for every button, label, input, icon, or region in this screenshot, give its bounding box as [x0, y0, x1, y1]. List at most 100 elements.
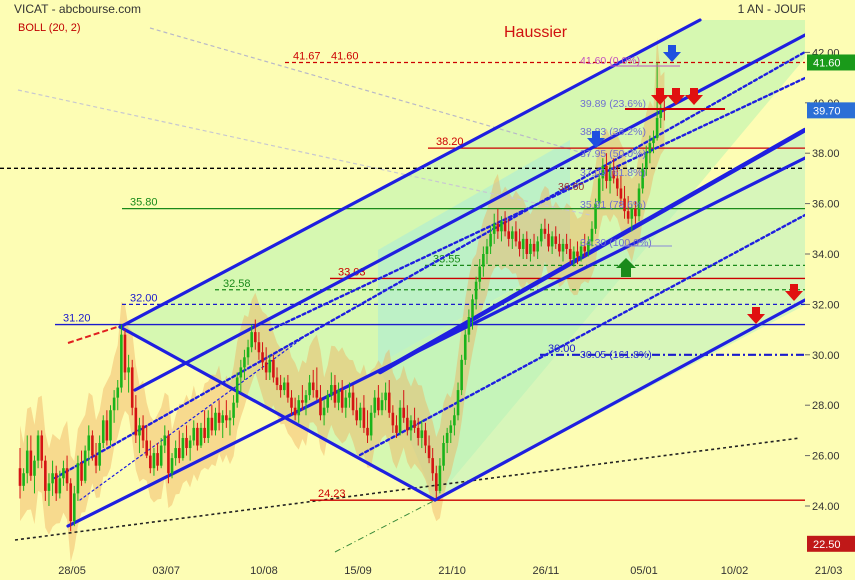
candle-body: [120, 334, 123, 388]
dotted-middle-line: [268, 76, 807, 332]
fibonacci-label: 37.09 (61.8%): [580, 167, 646, 179]
candle-body: [431, 458, 434, 474]
candle-body: [18, 468, 22, 486]
level-label: 35.80: [130, 197, 158, 209]
candle-body: [387, 392, 391, 413]
candle-body: [58, 478, 62, 494]
x-axis: 28/05 03/07 10/08 15/09 21/10 26/11 05/01 10/02…: [58, 565, 842, 577]
candle-body: [141, 425, 145, 441]
fibonacci-label: 34.30 (100.0%): [580, 237, 652, 249]
level-label: 41.67: [293, 50, 321, 62]
price-badge-label: 22.50: [813, 539, 841, 551]
candle-body: [558, 243, 561, 252]
candle-body: [109, 410, 112, 441]
candle-body: [463, 334, 467, 360]
candle-body: [616, 178, 619, 189]
level-label: 33.03: [338, 266, 366, 278]
candle-body: [377, 397, 380, 411]
chart-source-title: VICAT - abcbourse.com: [14, 2, 141, 16]
y-axis: 42.0040.0038.0036.0034.0032.0030.0028.00…: [805, 0, 855, 580]
candle-body: [268, 359, 272, 373]
price-badge-label: 39.70: [813, 105, 841, 117]
level-label: 33.55: [433, 253, 461, 265]
candle-body: [301, 400, 304, 403]
chart-period: 1 AN - JOUR: [737, 2, 807, 16]
candle-body: [177, 448, 181, 459]
candle-body: [196, 427, 199, 446]
candle-body: [105, 420, 109, 441]
candle-body: [369, 412, 373, 436]
candle-body: [25, 450, 29, 474]
candle-body: [322, 407, 326, 416]
red-down-arrow-icon: [785, 284, 803, 301]
y-tick-label: 30.00: [812, 350, 840, 362]
y-tick-label: 26.00: [812, 451, 840, 463]
candle-body: [116, 387, 120, 398]
candle-body: [51, 473, 54, 484]
guide-lines: [14, 27, 801, 553]
candle-body: [427, 445, 431, 459]
candle-body: [547, 233, 550, 247]
candle-body: [634, 208, 637, 217]
y-tick-label: 32.00: [812, 299, 840, 311]
candle-body: [652, 138, 655, 144]
signal-arrows: [587, 45, 803, 324]
candle-body: [442, 443, 445, 466]
candle-body: [438, 465, 442, 491]
candle-body: [496, 223, 500, 232]
candle-body: [413, 420, 416, 428]
channel-fills: [120, 20, 810, 500]
candle-body: [340, 390, 344, 408]
candle-body: [210, 417, 214, 431]
candle-body: [29, 450, 33, 476]
horizontal-levels: 41.67 41.60 38.20 35.80 33.55 33.03 32.58 32.00…: [0, 50, 805, 501]
red-down-arrow-icon: [651, 88, 669, 105]
candle-body: [308, 382, 311, 396]
candle-body: [539, 228, 543, 242]
candle-body: [73, 493, 76, 522]
candle-body: [482, 254, 485, 267]
candle-body: [62, 468, 65, 479]
candle-body: [214, 412, 217, 431]
candle-body: [406, 417, 409, 431]
candle-body: [94, 455, 98, 466]
candle-body: [655, 117, 659, 139]
median-channel-line: [377, 127, 808, 375]
candle-body: [416, 427, 420, 438]
candle-body: [594, 203, 597, 229]
x-tick-label: 03/07: [152, 565, 180, 577]
x-tick-label: 28/05: [58, 565, 86, 577]
candle-body: [311, 382, 315, 391]
candle-body: [275, 377, 279, 386]
trend-label: Haussier: [504, 24, 568, 41]
candle-body: [612, 170, 615, 179]
candle-body: [576, 251, 579, 257]
candle-body: [98, 443, 101, 466]
candle-body: [568, 248, 572, 260]
channel-fill-core: [378, 140, 570, 364]
candle-body: [217, 412, 221, 423]
candle-body: [167, 435, 170, 474]
candle-body: [572, 251, 576, 260]
green-dashdot-line: [334, 494, 446, 553]
price-badge: [807, 535, 855, 552]
candle-body: [478, 266, 482, 282]
candle-body: [358, 407, 362, 421]
candle-body: [254, 332, 257, 343]
fibonacci-label: 38.83 (38.2%): [580, 126, 646, 138]
x-tick-label: 10/02: [721, 565, 749, 577]
candle-body: [159, 445, 163, 466]
candle-body: [149, 455, 152, 469]
candle-body: [554, 236, 558, 244]
candle-body: [239, 367, 243, 378]
candle-body: [54, 473, 58, 494]
y-tick-label: 24.00: [812, 501, 840, 513]
candle-body: [550, 236, 554, 247]
candle-body: [257, 342, 261, 353]
red-down-arrow-icon: [685, 88, 703, 105]
fibonacci-labels: 41.60 (0.0%) 39.89 (23.6%) 38.83 (38.2%) 37…: [558, 55, 725, 361]
candle-body: [384, 392, 387, 401]
price-badge: [807, 54, 855, 71]
candle-body: [532, 243, 536, 252]
candle-body: [185, 437, 188, 449]
